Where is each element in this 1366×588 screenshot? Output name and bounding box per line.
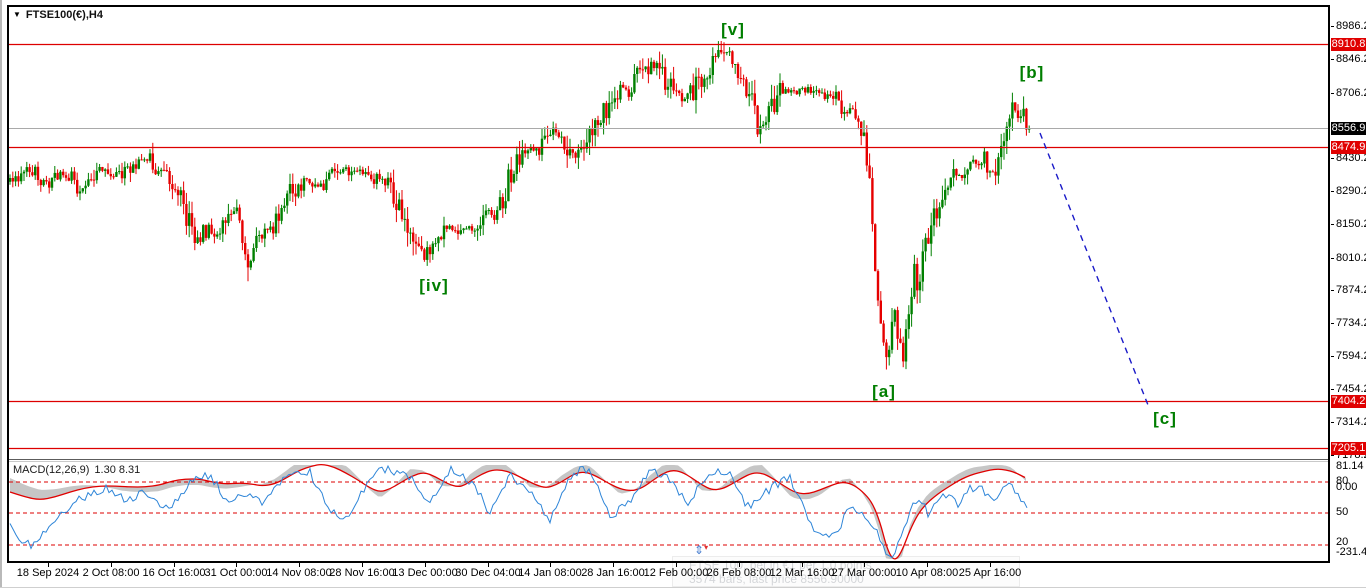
- time-axis-label: 28 Nov 16:00: [329, 567, 395, 579]
- price-axis-tick-mark: [1331, 59, 1334, 60]
- price-axis-tick-mark: [1331, 422, 1334, 423]
- time-axis-label: 12 Mar 16:00: [769, 567, 835, 579]
- price-axis-label: 8430.2: [1336, 152, 1366, 164]
- time-axis-label: 16 Oct 16:00: [142, 567, 206, 579]
- price-axis-tick-mark: [1331, 191, 1334, 192]
- time-axis-tick-mark: [488, 563, 489, 567]
- macd-axis-label: 80: [1336, 475, 1349, 487]
- time-axis-label: 2 Oct 08:00: [82, 567, 140, 579]
- wave-label-iv[interactable]: [iv]: [419, 276, 449, 295]
- time-axis-label: 18 Sep 2024: [16, 567, 80, 579]
- macd-axis-label: -231.47: [1336, 546, 1366, 558]
- projection-trendline[interactable]: [1039, 132, 1149, 406]
- price-axis-tick-mark: [1331, 224, 1334, 225]
- time-axis-tick-mark: [362, 563, 363, 567]
- price-axis-label: 7734.2: [1336, 317, 1366, 329]
- macd-values: 1.30 8.31: [94, 464, 141, 476]
- time-axis-tick-mark: [174, 563, 175, 567]
- price-level-badge: 7205.1: [1331, 442, 1366, 455]
- time-axis-tick-mark: [48, 563, 49, 567]
- time-axis-tick-mark: [550, 563, 551, 567]
- time-axis-tick-mark: [111, 563, 112, 567]
- price-axis-label: 8846.2: [1336, 53, 1366, 65]
- price-axis-label: 7454.2: [1336, 383, 1366, 395]
- price-axis-tick-mark: [1331, 323, 1334, 324]
- time-axis-label: 26 Feb 08:00: [706, 567, 772, 579]
- macd-axis-label: 20: [1336, 536, 1349, 548]
- time-axis-tick-mark: [927, 563, 928, 567]
- price-levels-layer: [9, 43, 1328, 450]
- wave-label-c[interactable]: [c]: [1153, 409, 1177, 428]
- scroll-cursor-accent-icon: ▾: [704, 543, 709, 552]
- current-price-badge: 8556.9: [1331, 122, 1366, 135]
- time-axis-label: 10 Apr 08:00: [895, 567, 959, 579]
- time-axis-tick-mark: [236, 563, 237, 567]
- panel-divider-highlight: [9, 461, 1328, 462]
- macd-indicator-label: MACD(12,26,9) 1.30 8.31: [13, 464, 140, 476]
- time-axis-label: 12 Feb 00:00: [643, 567, 709, 579]
- price-axis-label: 7594.2: [1336, 350, 1366, 362]
- time-axis-label: 14 Nov 08:00: [266, 567, 332, 579]
- wave-label-b[interactable]: [b]: [1019, 63, 1045, 82]
- watermark-line2: 3574 bars, last price 8556.90000: [689, 572, 864, 586]
- price-axis-label: 7874.2: [1336, 284, 1366, 296]
- time-axis-label: 30 Dec 04:00: [455, 567, 521, 579]
- time-axis[interactable]: 18 Sep 2024 2 Oct 08:00 16 Oct 16:00 31 Oct…: [0, 563, 1366, 588]
- macd-indicator-canvas[interactable]: [9, 463, 1328, 561]
- price-level-badge: 8910.8: [1331, 38, 1366, 51]
- price-axis-tick-mark: [1331, 93, 1334, 94]
- time-axis-tick-mark: [990, 563, 991, 567]
- time-axis-label: 13 Dec 00:00: [392, 567, 458, 579]
- time-axis-label: 27 Mar 00:00: [831, 567, 897, 579]
- price-axis-tick-mark: [1331, 258, 1334, 259]
- price-axis-tick-mark: [1331, 389, 1334, 390]
- price-level-badge: 7404.2: [1331, 395, 1366, 408]
- chevron-down-icon: ▼: [13, 10, 21, 19]
- time-axis-label: 28 Jan 16:00: [581, 567, 645, 579]
- time-axis-tick-mark: [676, 563, 677, 567]
- time-axis-tick-mark: [613, 563, 614, 567]
- macd-layer: [9, 463, 1328, 560]
- symbol-selector[interactable]: ▼ FTSE100(€),H4: [13, 9, 103, 21]
- scroll-cursor-icon: ⇕▾: [694, 543, 709, 557]
- price-axis-label: 8150.2: [1336, 218, 1366, 230]
- window-left-edge: [0, 0, 2, 588]
- price-axis-label: 8706.2: [1336, 87, 1366, 99]
- price-axis[interactable]: 8986.2 8846.2 8706.2 8430.2 8290.2 8150.2 8010…: [1331, 0, 1366, 563]
- time-axis-label: 25 Apr 16:00: [958, 567, 1022, 579]
- price-axis-label: 8010.2: [1336, 252, 1366, 264]
- macd-axis-label: 0.00: [1336, 481, 1358, 493]
- time-axis-tick-mark: [802, 563, 803, 567]
- time-axis-tick-mark: [299, 563, 300, 567]
- price-axis-tick-mark: [1331, 26, 1334, 27]
- price-level-badge: 8474.9: [1331, 141, 1366, 154]
- time-axis-label: 31 Oct 00:00: [204, 567, 268, 579]
- price-axis-tick-mark: [1331, 455, 1334, 456]
- time-axis-tick-mark: [739, 563, 740, 567]
- macd-axis-label: 50: [1336, 506, 1349, 518]
- macd-name: MACD(12,26,9): [13, 464, 90, 476]
- time-axis-tick-mark: [864, 563, 865, 567]
- panel-divider[interactable]: [9, 459, 1328, 460]
- wave-label-a[interactable]: [a]: [872, 382, 896, 401]
- price-axis-label: 8290.2: [1336, 185, 1366, 197]
- symbol-period-label: FTSE100(€),H4: [25, 9, 103, 21]
- time-axis-label: 14 Jan 08:00: [518, 567, 582, 579]
- price-axis-tick-mark: [1331, 158, 1334, 159]
- candles-layer: [8, 41, 1031, 370]
- price-chart-canvas[interactable]: [9, 7, 1328, 459]
- price-axis-tick-mark: [1331, 290, 1334, 291]
- macd-axis-label: 81.14: [1336, 460, 1364, 472]
- price-axis-label: 8986.2: [1336, 20, 1366, 32]
- price-axis-label: 7314.2: [1336, 416, 1366, 428]
- price-axis-tick-mark: [1331, 356, 1334, 357]
- wave-label-v[interactable]: [v]: [721, 20, 745, 39]
- time-axis-tick-mark: [425, 563, 426, 567]
